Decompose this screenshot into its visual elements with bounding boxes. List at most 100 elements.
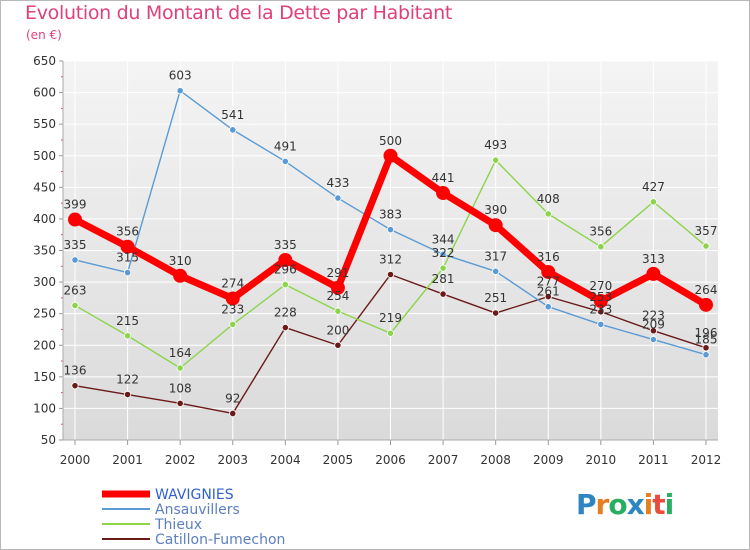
data-label: 233	[221, 302, 244, 316]
data-point	[544, 303, 552, 311]
data-label: 316	[537, 250, 560, 264]
y-tick-label: 550	[33, 117, 56, 131]
data-point	[386, 226, 395, 234]
data-label: 312	[379, 253, 402, 267]
y-tick-label: 150	[33, 370, 56, 384]
data-point	[71, 382, 79, 390]
data-label: 383	[379, 208, 402, 222]
data-point	[597, 308, 605, 316]
data-label: 270	[589, 279, 612, 293]
data-label: 493	[484, 138, 507, 152]
y-tick-label: 250	[33, 307, 56, 321]
data-point	[646, 266, 661, 281]
data-point	[386, 270, 395, 279]
data-point	[281, 323, 289, 332]
data-label: 491	[274, 139, 297, 153]
data-point	[229, 126, 237, 134]
data-point	[120, 239, 135, 254]
logo-letter: i	[664, 488, 675, 521]
data-label: 281	[432, 272, 455, 286]
data-point	[386, 329, 395, 337]
x-tick-label: 2001	[112, 453, 143, 467]
logo-letter: o	[608, 488, 627, 521]
data-labels-layer: 399 356 310 274 335 291 500 441 390 316 270 313 264 3…	[64, 69, 718, 406]
y-tick-label: 500	[33, 149, 56, 163]
data-label: 233	[589, 302, 612, 316]
data-point	[383, 148, 398, 163]
data-point	[176, 364, 184, 372]
y-tick-label: 350	[33, 244, 56, 258]
data-label: 313	[642, 252, 665, 266]
data-point	[544, 293, 552, 301]
data-point	[597, 320, 605, 329]
y-tick-label: 650	[33, 54, 56, 68]
data-label: 108	[169, 381, 192, 395]
y-tick-label: 400	[33, 212, 56, 226]
data-label: 264	[695, 283, 718, 297]
data-label: 122	[116, 373, 139, 387]
y-tick-label: 600	[33, 86, 56, 100]
data-point	[597, 243, 605, 251]
y-tick-label: 200	[33, 338, 56, 352]
data-label: 322	[432, 246, 455, 260]
data-point	[330, 280, 345, 295]
y-axis-unit: (en €)	[26, 28, 62, 42]
data-point	[492, 156, 500, 164]
y-tick-label: 100	[33, 401, 56, 415]
logo-letter: i	[643, 488, 654, 521]
data-label: 261	[537, 285, 560, 299]
data-label: 254	[326, 289, 349, 303]
data-label: 185	[695, 333, 718, 347]
data-label: 399	[64, 198, 87, 212]
data-label: 335	[274, 238, 297, 252]
x-tick-label: 2004	[270, 453, 301, 467]
data-point	[492, 267, 500, 275]
legend-label: WAVIGNIES	[155, 487, 234, 503]
data-point	[436, 186, 451, 201]
data-label: 277	[537, 275, 560, 289]
data-point	[334, 341, 342, 349]
data-point	[229, 320, 237, 329]
data-label: 356	[589, 225, 612, 239]
data-label: 390	[484, 203, 507, 217]
data-label: 344	[432, 232, 455, 246]
data-label: 164	[169, 346, 192, 360]
data-point	[649, 335, 658, 344]
logo-letter: P	[576, 488, 597, 521]
x-tick-label: 2009	[533, 453, 564, 467]
data-point	[702, 351, 710, 359]
x-tick-label: 2005	[323, 453, 354, 467]
data-point	[176, 399, 184, 407]
data-point	[488, 218, 503, 233]
data-label: 433	[326, 176, 349, 190]
proxiti-logo: Proxiti	[576, 488, 675, 521]
data-label: 541	[221, 108, 244, 122]
data-label: 317	[484, 249, 507, 263]
data-label: 209	[642, 318, 665, 332]
series-layer	[68, 87, 713, 418]
legend-label: Catillon-Fumechon	[155, 532, 285, 548]
data-point	[71, 256, 79, 264]
data-label: 296	[274, 263, 297, 277]
data-point	[699, 297, 713, 312]
x-tick-label: 2008	[480, 453, 511, 467]
data-point	[334, 194, 342, 202]
data-point	[544, 210, 552, 218]
data-point	[649, 327, 658, 335]
data-point	[281, 281, 289, 289]
data-label: 223	[642, 309, 665, 323]
data-point	[281, 157, 289, 166]
data-label: 200	[326, 323, 349, 337]
data-label: 427	[642, 180, 665, 194]
data-label: 253	[589, 290, 612, 304]
data-label: 310	[169, 254, 192, 268]
data-label: 263	[64, 283, 87, 297]
data-label: 251	[484, 291, 507, 305]
data-point	[68, 212, 82, 227]
y-tick-label: 300	[33, 275, 56, 289]
data-label: 215	[116, 314, 139, 328]
data-point	[439, 250, 447, 258]
data-label: 92	[225, 391, 240, 405]
data-label: 219	[379, 311, 402, 325]
